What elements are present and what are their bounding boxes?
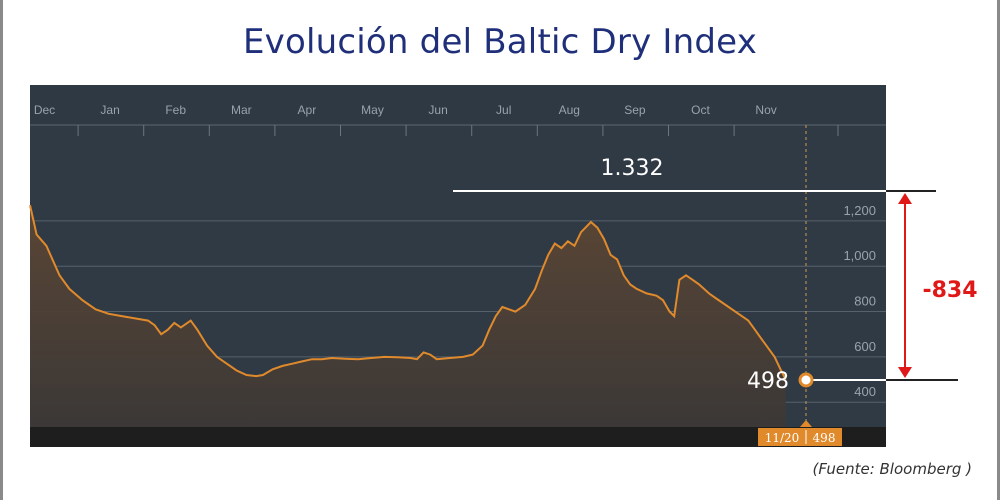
y-tick-label: 400: [854, 384, 876, 399]
y-tick-label: 1,000: [843, 248, 876, 263]
month-label: Aug: [559, 103, 580, 117]
month-label: Apr: [298, 103, 317, 117]
month-label: Mar: [231, 103, 252, 117]
month-header-band: [30, 85, 886, 125]
chart-title: Evolución del Baltic Dry Index: [242, 22, 758, 62]
date-box: [758, 428, 842, 446]
change-arrow-head-down: [898, 367, 912, 378]
month-label: Jun: [428, 103, 447, 117]
date-box-value: 498: [813, 431, 836, 445]
change-value-label: -834: [922, 278, 977, 303]
y-tick-label: 600: [854, 339, 876, 354]
frame-right-border: [997, 0, 1000, 500]
month-label: Feb: [165, 103, 186, 117]
month-label: Sep: [624, 103, 646, 117]
month-label: Dec: [34, 103, 55, 117]
month-label: Jan: [100, 103, 119, 117]
month-label: May: [361, 103, 384, 117]
source-note: (Fuente: Bloomberg ): [812, 460, 972, 478]
y-tick-label: 1,200: [843, 203, 876, 218]
cursor-marker: [800, 420, 812, 427]
x-footer-band: [30, 427, 886, 447]
change-arrow-head-up: [898, 193, 912, 204]
end-point-marker: [798, 372, 814, 388]
series-area: [30, 205, 786, 427]
month-label: Oct: [691, 103, 710, 117]
end-value-label: 498: [747, 369, 789, 394]
month-label: Jul: [496, 103, 511, 117]
y-tick-label: 800: [854, 294, 876, 309]
peak-value-label: 1.332: [601, 156, 664, 181]
date-box-date: 11/20: [765, 431, 800, 445]
series-line: [29, 204, 787, 380]
month-label: Nov: [755, 103, 776, 117]
frame-left-border: [0, 0, 3, 500]
